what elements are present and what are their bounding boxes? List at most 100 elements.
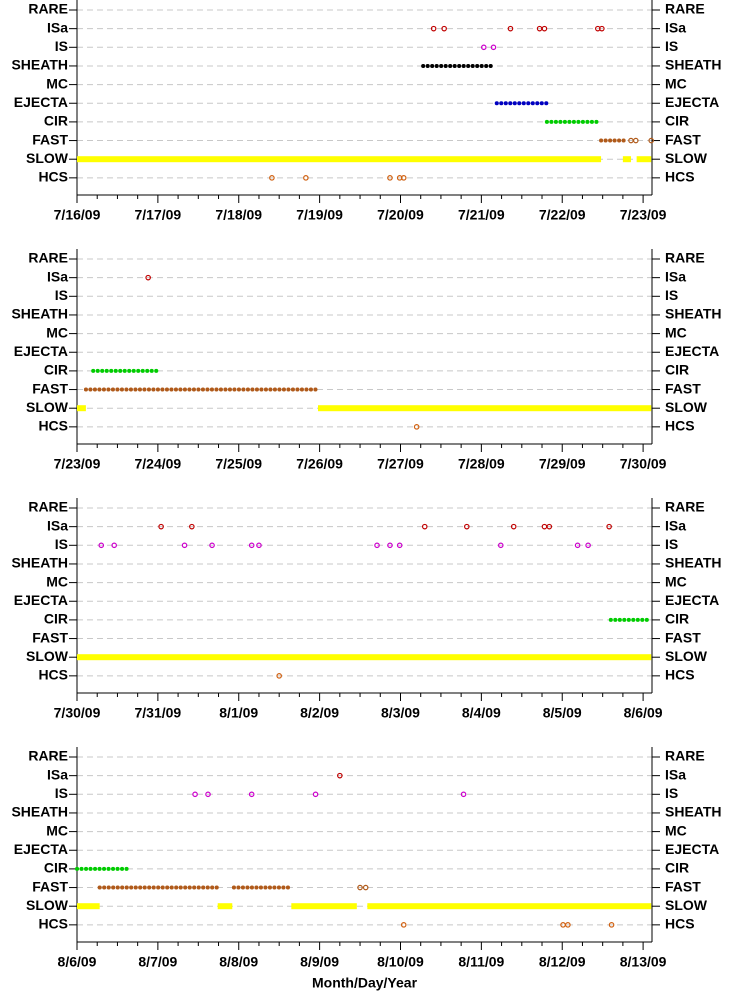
- run: [77, 156, 602, 163]
- y-tick-label: MC: [46, 822, 68, 838]
- run: [77, 654, 652, 661]
- y-tick-label: SHEATH: [665, 555, 722, 571]
- x-tick-label: 8/3/09: [381, 705, 420, 721]
- x-axis-label: Month/Day/Year: [312, 975, 418, 991]
- point: [460, 791, 467, 798]
- y-tick-label: ISa: [47, 517, 68, 533]
- y-tick-label: SHEATH: [665, 804, 722, 820]
- y-tick-label: RARE: [665, 748, 705, 764]
- point: [98, 542, 105, 549]
- y-tick-label: IS: [55, 38, 68, 54]
- y-tick-label: SHEATH: [665, 306, 722, 322]
- point: [480, 44, 487, 51]
- y-tick-label: SLOW: [26, 399, 69, 415]
- y-tick-label: EJECTA: [14, 343, 68, 359]
- y-tick-label: HCS: [665, 169, 695, 185]
- x-tick-label: 7/23/09: [620, 207, 667, 223]
- point: [490, 44, 497, 51]
- point: [145, 274, 151, 281]
- point: [209, 542, 215, 549]
- y-tick-label: CIR: [44, 611, 68, 627]
- y-tick-label: CIR: [665, 860, 689, 876]
- y-tick-label: HCS: [665, 667, 695, 683]
- y-tick-label: FAST: [32, 878, 68, 894]
- y-tick-label: EJECTA: [665, 592, 719, 608]
- x-tick-label: 7/27/09: [377, 456, 424, 472]
- point: [387, 542, 393, 549]
- y-tick-label: MC: [665, 75, 687, 91]
- x-tick-label: 8/12/09: [539, 954, 586, 970]
- y-tick-label: MC: [46, 75, 68, 91]
- y-tick-label: ISa: [665, 517, 686, 533]
- point: [608, 922, 615, 928]
- y-tick-label: HCS: [38, 916, 68, 932]
- point: [357, 884, 363, 891]
- point: [111, 542, 118, 549]
- y-tick-label: IS: [55, 287, 68, 303]
- y-tick-label: CIR: [665, 113, 689, 129]
- x-tick-label: 7/20/09: [377, 207, 424, 223]
- y-tick-label: IS: [55, 785, 68, 801]
- y-tick-label: RARE: [28, 1, 68, 17]
- y-tick-label: CIR: [665, 611, 689, 627]
- y-tick-label: MC: [665, 822, 687, 838]
- y-tick-label: FAST: [665, 878, 701, 894]
- y-tick-label: SHEATH: [11, 555, 68, 571]
- y-tick-label: IS: [665, 536, 678, 552]
- y-tick-label: SHEATH: [11, 57, 68, 73]
- y-tick-label: IS: [665, 38, 678, 54]
- y-tick-label: RARE: [28, 499, 68, 515]
- y-tick-label: EJECTA: [665, 841, 719, 857]
- y-tick-label: SLOW: [665, 648, 708, 664]
- point: [387, 175, 393, 181]
- x-tick-label: 8/6/09: [58, 954, 97, 970]
- x-tick-label: 8/2/09: [300, 705, 339, 721]
- y-tick-label: EJECTA: [14, 841, 68, 857]
- x-tick-label: 7/18/09: [215, 207, 262, 223]
- x-tick-label: 8/8/09: [219, 954, 258, 970]
- x-tick-label: 7/21/09: [458, 207, 505, 223]
- x-tick-label: 8/11/09: [458, 954, 504, 970]
- y-tick-label: SLOW: [665, 399, 708, 415]
- point: [421, 523, 428, 530]
- x-tick-label: 7/29/09: [539, 456, 586, 472]
- run: [367, 903, 652, 910]
- run: [217, 903, 233, 910]
- point: [248, 542, 255, 549]
- y-tick-label: CIR: [665, 362, 689, 378]
- y-tick-label: ISa: [665, 766, 686, 782]
- run: [317, 405, 652, 412]
- run: [622, 156, 631, 163]
- point: [205, 791, 211, 798]
- point: [158, 523, 164, 530]
- y-tick-label: RARE: [665, 1, 705, 17]
- point: [574, 542, 581, 549]
- y-tick-label: SHEATH: [11, 804, 68, 820]
- run: [77, 903, 100, 910]
- y-tick-label: EJECTA: [665, 94, 719, 110]
- y-tick-label: ISa: [47, 766, 68, 782]
- y-tick-label: EJECTA: [14, 94, 68, 110]
- point: [510, 523, 517, 530]
- y-tick-label: EJECTA: [14, 592, 68, 608]
- point: [400, 175, 407, 181]
- x-tick-label: 7/28/09: [458, 456, 505, 472]
- y-tick-label: FAST: [665, 380, 701, 396]
- point: [248, 791, 255, 798]
- y-tick-label: HCS: [38, 667, 68, 683]
- y-tick-label: MC: [665, 324, 687, 340]
- point: [599, 25, 605, 32]
- point: [585, 542, 591, 549]
- point: [192, 791, 198, 798]
- point: [337, 772, 343, 779]
- y-tick-label: SLOW: [26, 648, 69, 664]
- x-tick-label: 7/30/09: [620, 456, 667, 472]
- x-tick-label: 8/6/09: [624, 705, 663, 721]
- point: [464, 523, 470, 530]
- run: [291, 903, 357, 910]
- y-tick-label: EJECTA: [665, 343, 719, 359]
- y-tick-label: RARE: [665, 250, 705, 266]
- point: [565, 922, 571, 928]
- y-tick-label: SLOW: [26, 897, 69, 913]
- y-tick-label: SHEATH: [665, 57, 722, 73]
